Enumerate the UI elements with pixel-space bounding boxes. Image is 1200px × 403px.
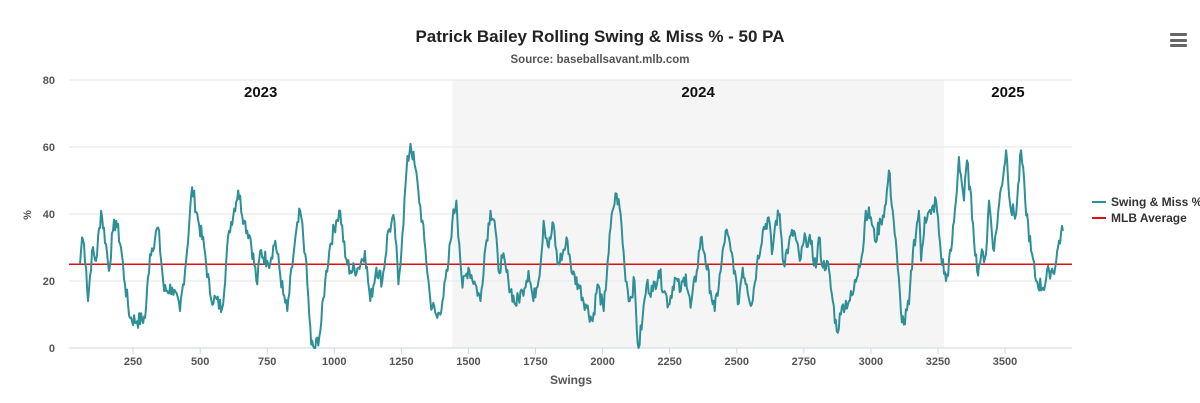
x-tick-label: 2500 bbox=[725, 356, 749, 368]
series-group bbox=[79, 142, 1064, 349]
y-tick-label: 40 bbox=[43, 209, 55, 221]
x-tick-label: 750 bbox=[258, 356, 276, 368]
x-tick-label: 250 bbox=[124, 356, 142, 368]
year-label-2023: 2023 bbox=[244, 84, 277, 101]
x-tick-label: 2000 bbox=[590, 356, 614, 368]
y-tick-label: 80 bbox=[43, 75, 55, 87]
y-axis-title: % bbox=[22, 210, 34, 220]
y-axis-labels: 0 20 40 60 80 bbox=[43, 75, 55, 355]
y-tick-label: 0 bbox=[49, 343, 55, 355]
x-tick-label: 1750 bbox=[523, 356, 547, 368]
legend-item-mlb-average[interactable]: MLB Average bbox=[1092, 210, 1200, 226]
x-tick-label: 2750 bbox=[792, 356, 816, 368]
chart-title: Patrick Bailey Rolling Swing & Miss % - … bbox=[415, 27, 785, 46]
gridlines bbox=[69, 79, 1072, 349]
legend-label-mlb-average: MLB Average bbox=[1111, 210, 1187, 225]
x-tick-label: 3000 bbox=[859, 356, 883, 368]
y-tick-label: 60 bbox=[43, 142, 55, 154]
year-label-2024: 2024 bbox=[681, 84, 715, 101]
x-tick-label: 3250 bbox=[926, 356, 950, 368]
legend-label-swing-miss: Swing & Miss % bbox=[1111, 194, 1200, 209]
year-label-2025: 2025 bbox=[991, 84, 1024, 101]
x-tick-label: 500 bbox=[191, 356, 209, 368]
y-tick-label: 20 bbox=[43, 276, 55, 288]
x-axis: 250 500 750 1000 1250 1500 1750 2000 2250 2500 275… bbox=[124, 348, 1017, 368]
x-tick-label: 1000 bbox=[322, 356, 346, 368]
legend: Swing & Miss % MLB Average bbox=[1092, 194, 1200, 226]
year-labels: 2023 2024 2025 bbox=[244, 84, 1025, 101]
x-tick-label: 1250 bbox=[389, 356, 413, 368]
series-line-swing-miss bbox=[79, 142, 1064, 349]
x-tick-label: 1500 bbox=[456, 356, 480, 368]
chart-subtitle: Source: baseballsavant.mlb.com bbox=[510, 54, 690, 66]
legend-swatch-swing-miss bbox=[1092, 201, 1106, 203]
x-tick-label: 2250 bbox=[657, 356, 681, 368]
x-axis-title: Swings bbox=[550, 373, 592, 387]
legend-item-swing-miss[interactable]: Swing & Miss % bbox=[1092, 194, 1200, 210]
x-tick-label: 3500 bbox=[993, 356, 1017, 368]
legend-swatch-mlb-average bbox=[1092, 217, 1106, 219]
hamburger-menu-icon[interactable] bbox=[1170, 33, 1187, 47]
